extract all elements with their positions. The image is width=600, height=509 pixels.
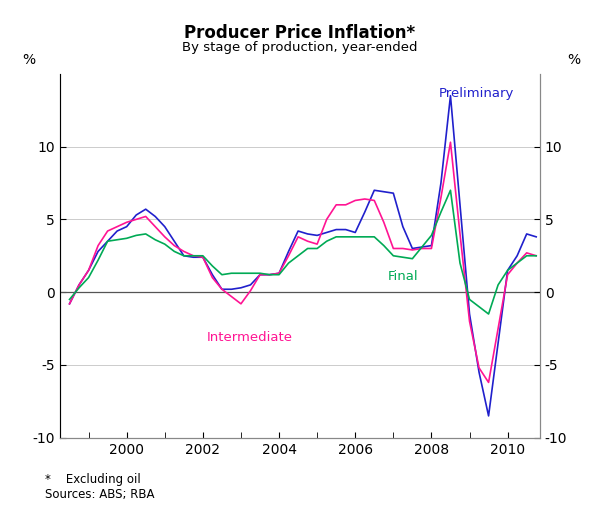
Text: Final: Final <box>388 270 418 284</box>
Text: Intermediate: Intermediate <box>206 331 293 345</box>
Text: *    Excluding oil: * Excluding oil <box>45 473 141 486</box>
Text: By stage of production, year-ended: By stage of production, year-ended <box>182 41 418 54</box>
Title: Producer Price Inflation*: Producer Price Inflation* <box>184 24 416 42</box>
Text: Preliminary: Preliminary <box>439 87 514 100</box>
Text: %: % <box>567 52 580 67</box>
Text: Sources: ABS; RBA: Sources: ABS; RBA <box>45 488 155 501</box>
Text: %: % <box>22 52 35 67</box>
